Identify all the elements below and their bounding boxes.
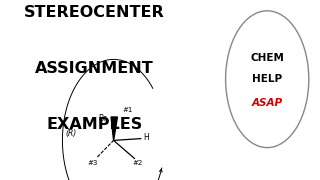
Text: STEREOCENTER: STEREOCENTER: [24, 5, 165, 20]
Text: ASSIGNMENT: ASSIGNMENT: [35, 61, 154, 76]
Text: EXAMPLES: EXAMPLES: [46, 117, 142, 132]
Text: #2: #2: [132, 160, 143, 166]
Text: CHEM: CHEM: [250, 53, 284, 63]
Text: Br: Br: [98, 114, 106, 123]
Text: #1: #1: [122, 107, 132, 113]
Text: H: H: [143, 133, 149, 142]
Text: #3: #3: [88, 160, 98, 166]
Polygon shape: [111, 117, 117, 140]
Text: ASAP: ASAP: [252, 98, 283, 108]
Text: HELP: HELP: [252, 74, 282, 84]
Text: (R): (R): [66, 129, 77, 138]
